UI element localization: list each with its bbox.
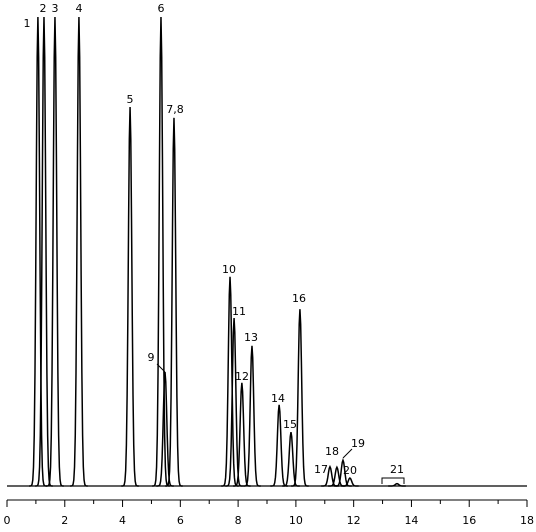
peak <box>152 16 170 487</box>
peak-label: 4 <box>76 2 83 15</box>
x-tick-label: 2 <box>61 514 68 527</box>
peak-label: 18 <box>325 445 339 458</box>
peak <box>70 16 88 487</box>
peak <box>46 16 64 487</box>
peak <box>282 431 300 487</box>
x-tick-label: 4 <box>119 514 126 527</box>
peak <box>29 16 47 487</box>
x-tick-label: 10 <box>289 514 303 527</box>
leader-line <box>156 363 166 373</box>
peak-label: 20 <box>343 464 357 477</box>
peak-label: 6 <box>158 2 165 15</box>
peak-label: 5 <box>127 93 134 106</box>
leader-line <box>342 448 353 459</box>
peak-label: 1 <box>24 17 31 30</box>
peak <box>156 371 174 487</box>
peak-label: 12 <box>235 370 249 383</box>
peak-label: 11 <box>232 305 246 318</box>
x-tick-label: 0 <box>4 514 11 527</box>
peak-label: 15 <box>283 418 297 431</box>
peak-label: 9 <box>148 351 155 364</box>
peak-label: 10 <box>222 263 236 276</box>
bracket <box>381 477 405 484</box>
x-tick-label: 18 <box>520 514 534 527</box>
peak-label: 19 <box>351 437 365 450</box>
x-tick-label: 16 <box>462 514 476 527</box>
x-tick-label: 12 <box>347 514 361 527</box>
peak-label: 16 <box>292 292 306 305</box>
peak <box>341 477 359 487</box>
peak-label: 17 <box>314 463 328 476</box>
peak-label: 21 <box>390 463 404 476</box>
peak <box>233 382 251 487</box>
peak <box>243 345 261 487</box>
peak-label: 7,8 <box>166 103 184 116</box>
peak <box>165 117 183 487</box>
peak-label: 13 <box>244 331 258 344</box>
peak <box>334 457 352 487</box>
peak-label: 3 <box>52 2 59 15</box>
peak <box>35 16 53 487</box>
x-tick-label: 6 <box>177 514 184 527</box>
x-tick-label: 8 <box>235 514 242 527</box>
peak-label: 2 <box>40 2 47 15</box>
peak <box>121 107 139 487</box>
peak <box>388 482 406 487</box>
x-tick-label: 14 <box>404 514 418 527</box>
peak-label: 14 <box>271 392 285 405</box>
trace <box>7 16 527 487</box>
peak <box>291 309 309 487</box>
peak <box>225 318 243 487</box>
